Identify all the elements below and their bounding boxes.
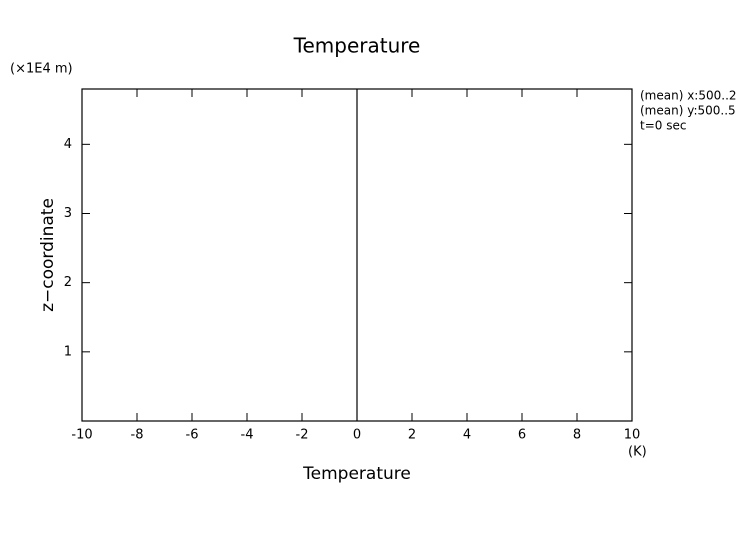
annotation: (mean) y:500..5 xyxy=(640,104,736,118)
x-axis-label: Temperature xyxy=(302,464,411,484)
x-tick-label: -6 xyxy=(186,428,199,443)
x-tick-label: 10 xyxy=(624,428,641,443)
x-tick-label: 8 xyxy=(573,428,581,443)
x-tick-label: 6 xyxy=(518,428,526,443)
y-tick-label: 4 xyxy=(64,137,72,152)
x-tick-label: -2 xyxy=(296,428,309,443)
x-tick-label: -8 xyxy=(131,428,144,443)
chart-title: Temperature xyxy=(293,34,421,58)
annotation: (mean) x:500..2 xyxy=(640,89,737,103)
x-tick-label: -10 xyxy=(71,428,92,443)
x-unit: (K) xyxy=(628,445,647,460)
annotation: t=0 sec xyxy=(640,119,686,133)
y-tick-label: 1 xyxy=(64,344,72,359)
y-tick-label: 2 xyxy=(64,275,72,290)
x-tick-label: 2 xyxy=(408,428,416,443)
y-unit: (×1E4 m) xyxy=(10,62,73,77)
y-tick-label: 3 xyxy=(64,206,72,221)
x-tick-label: 4 xyxy=(463,428,471,443)
x-tick-label: 0 xyxy=(353,428,361,443)
y-axis-label: z−coordinate xyxy=(38,198,58,312)
x-tick-label: -4 xyxy=(241,428,254,443)
